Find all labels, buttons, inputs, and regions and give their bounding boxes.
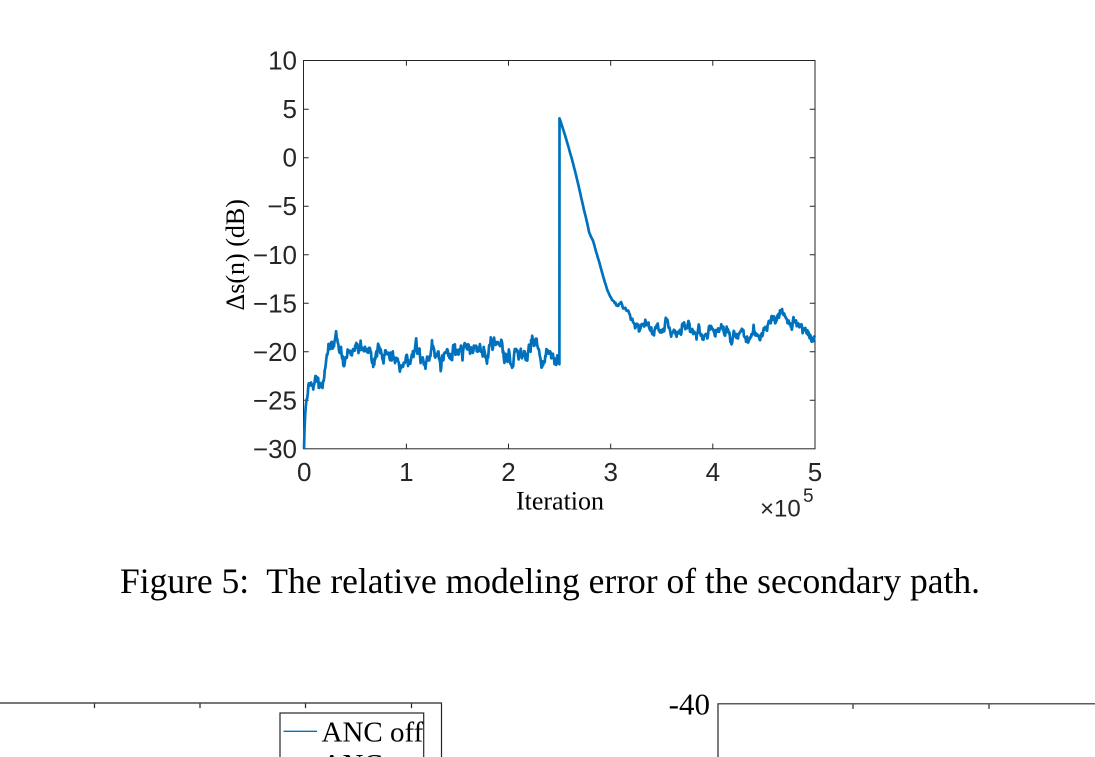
svg-text:0: 0 — [297, 457, 311, 487]
svg-text:5: 5 — [283, 94, 297, 124]
svg-text:1: 1 — [399, 457, 413, 487]
svg-text:−30: −30 — [253, 434, 297, 464]
svg-text:Δs(n) (dB): Δs(n) (dB) — [221, 199, 250, 310]
svg-text:-40: -40 — [669, 687, 710, 722]
svg-text:3: 3 — [603, 457, 617, 487]
svg-text:ANC off: ANC off — [322, 716, 424, 748]
svg-text:5: 5 — [808, 457, 822, 487]
svg-text:Iteration: Iteration — [516, 487, 604, 516]
svg-text:−25: −25 — [253, 385, 297, 415]
svg-text:2: 2 — [501, 457, 515, 487]
svg-text:−5: −5 — [267, 191, 297, 221]
svg-text:Figure 5: The relative modeli: Figure 5: The relative modeling error of… — [120, 561, 980, 601]
svg-text:0: 0 — [283, 143, 297, 173]
svg-text:4: 4 — [706, 457, 720, 487]
svg-text:×10: ×10 — [760, 496, 801, 523]
svg-text:10: 10 — [268, 46, 297, 76]
svg-text:5: 5 — [803, 486, 814, 507]
svg-text:−10: −10 — [253, 240, 297, 270]
svg-text:−20: −20 — [253, 337, 297, 367]
svg-text:ANC on: ANC on — [322, 749, 420, 757]
svg-text:−15: −15 — [253, 288, 297, 318]
